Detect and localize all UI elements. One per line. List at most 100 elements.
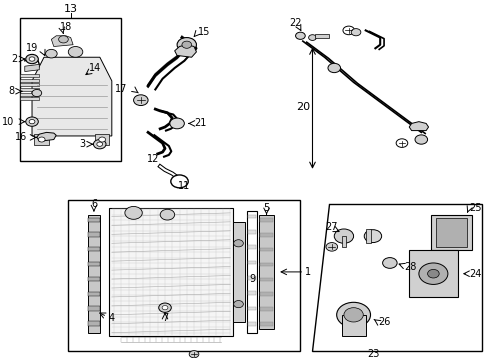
Text: 26: 26 [377,317,389,327]
Text: 21: 21 [194,118,206,129]
Bar [260,248,272,252]
Circle shape [162,306,167,310]
Bar [365,229,370,243]
Circle shape [169,118,184,129]
Bar [87,232,100,237]
Bar [248,215,255,218]
Bar [260,278,272,281]
Bar [260,263,272,266]
Circle shape [170,175,188,188]
Polygon shape [174,45,196,57]
Circle shape [295,32,305,39]
Text: 28: 28 [404,262,416,271]
Bar [95,134,109,145]
Bar [248,261,255,264]
Bar [248,276,255,280]
Bar [248,230,255,234]
Bar [87,277,100,281]
Text: 7: 7 [162,314,168,323]
Text: 10: 10 [2,117,14,127]
Text: 11: 11 [178,181,190,191]
Polygon shape [408,122,427,131]
Text: 5: 5 [263,203,269,212]
Circle shape [334,229,353,243]
Bar [87,217,100,222]
Polygon shape [312,204,481,351]
Circle shape [93,140,106,149]
Text: 23: 23 [366,349,378,359]
Bar [87,247,100,252]
Text: 4: 4 [108,314,115,323]
Bar [260,307,272,311]
Bar [260,292,272,296]
Circle shape [308,35,316,40]
Circle shape [427,269,438,278]
Bar [20,88,39,91]
Circle shape [364,230,381,243]
Circle shape [159,303,171,312]
Bar [87,262,100,266]
Circle shape [99,137,105,142]
Circle shape [97,142,102,146]
Circle shape [414,135,427,144]
Bar [20,74,39,77]
Polygon shape [51,36,73,46]
Text: 20: 20 [295,102,309,112]
Circle shape [189,351,199,358]
Polygon shape [314,34,329,37]
Circle shape [32,89,41,96]
Text: 17: 17 [115,85,127,94]
Bar [247,211,256,333]
Polygon shape [25,64,39,72]
Circle shape [382,258,396,268]
Bar [341,236,346,247]
Bar [341,315,365,336]
Polygon shape [32,57,112,136]
Text: 6: 6 [92,199,98,209]
Circle shape [177,37,196,52]
Text: 19: 19 [26,43,38,53]
Circle shape [133,95,148,105]
Circle shape [343,308,363,322]
Text: 15: 15 [197,27,209,37]
Circle shape [29,120,35,124]
Bar [20,93,39,95]
Bar [435,218,466,247]
Text: 9: 9 [248,274,255,284]
Bar [109,207,232,336]
Text: 12: 12 [146,154,159,164]
Text: 24: 24 [468,269,481,279]
Text: 16: 16 [15,132,27,143]
Bar [20,79,39,82]
Text: 27: 27 [325,222,337,232]
Circle shape [336,302,370,327]
Circle shape [325,243,337,251]
Circle shape [327,63,340,73]
Circle shape [395,139,407,147]
Text: 18: 18 [60,22,72,32]
Bar [232,222,244,322]
Circle shape [233,240,243,247]
Circle shape [124,206,142,219]
Bar [20,18,121,161]
Bar [259,215,273,329]
Bar [248,307,255,310]
Bar [260,218,272,222]
Polygon shape [37,132,56,141]
Bar [87,321,100,325]
Text: 13: 13 [63,4,78,14]
Bar [260,233,272,237]
Text: 3: 3 [79,139,85,149]
Circle shape [342,26,354,35]
Circle shape [233,301,243,308]
Bar [248,291,255,295]
Circle shape [418,263,447,284]
Circle shape [160,209,174,220]
Text: 8: 8 [8,86,14,96]
Bar [408,251,457,297]
Text: 1: 1 [305,267,311,277]
Circle shape [182,41,191,48]
Bar [20,97,39,100]
Circle shape [38,137,45,142]
Bar [248,245,255,249]
